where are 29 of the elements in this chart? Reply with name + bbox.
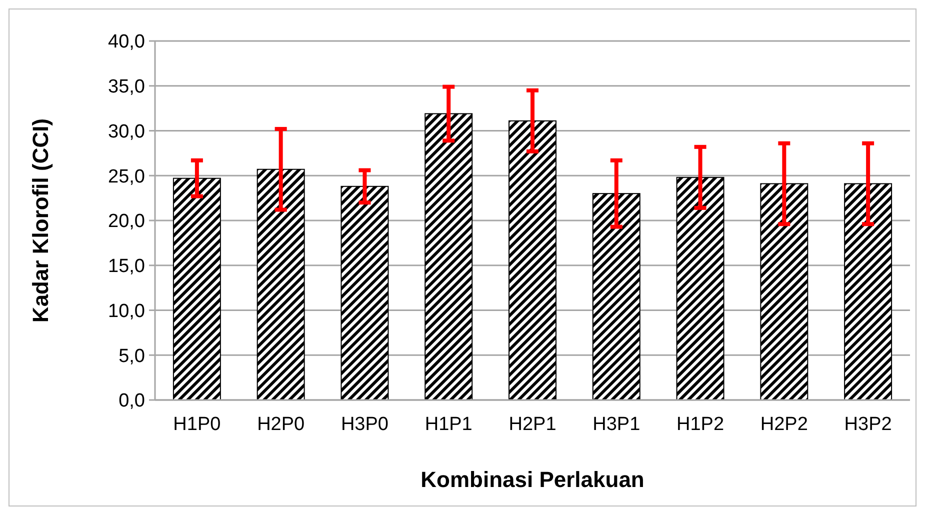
bar: [424, 113, 473, 400]
y-tick-label: 20,0: [108, 211, 145, 232]
x-tick-label: H2P2: [760, 414, 808, 435]
y-tick-label: 5,0: [118, 346, 145, 367]
y-tick-label: 15,0: [108, 256, 145, 278]
y-tick-label: 30,0: [108, 121, 145, 142]
bar: [340, 186, 389, 400]
bar: [508, 120, 556, 400]
y-tick-label: 40,0: [108, 32, 145, 53]
y-tick-label: 0,0: [118, 390, 145, 412]
x-axis-title: Kombinasi Perlakuan: [420, 467, 644, 492]
bar: [844, 183, 892, 400]
x-tick-label: H1P0: [173, 414, 221, 435]
bar: [172, 178, 221, 400]
x-tick-label: H3P1: [592, 414, 640, 435]
y-tick-label: 35,0: [108, 76, 145, 98]
y-axis-title: Kadar Klorofil (CCI): [28, 118, 53, 323]
x-tick-label: H3P2: [844, 414, 892, 435]
bar: [676, 176, 724, 400]
x-tick-label: H2P1: [508, 414, 556, 435]
x-tick-label: H1P2: [676, 414, 724, 435]
bar: [760, 183, 808, 400]
x-tick-label: H1P1: [424, 414, 472, 435]
y-tick-label: 10,0: [108, 300, 145, 322]
x-tick-label: H2P0: [257, 414, 305, 435]
x-tick-label: H3P0: [340, 414, 388, 435]
y-tick-label: 25,0: [108, 166, 145, 188]
bar: [592, 193, 640, 400]
bar: [256, 168, 305, 400]
